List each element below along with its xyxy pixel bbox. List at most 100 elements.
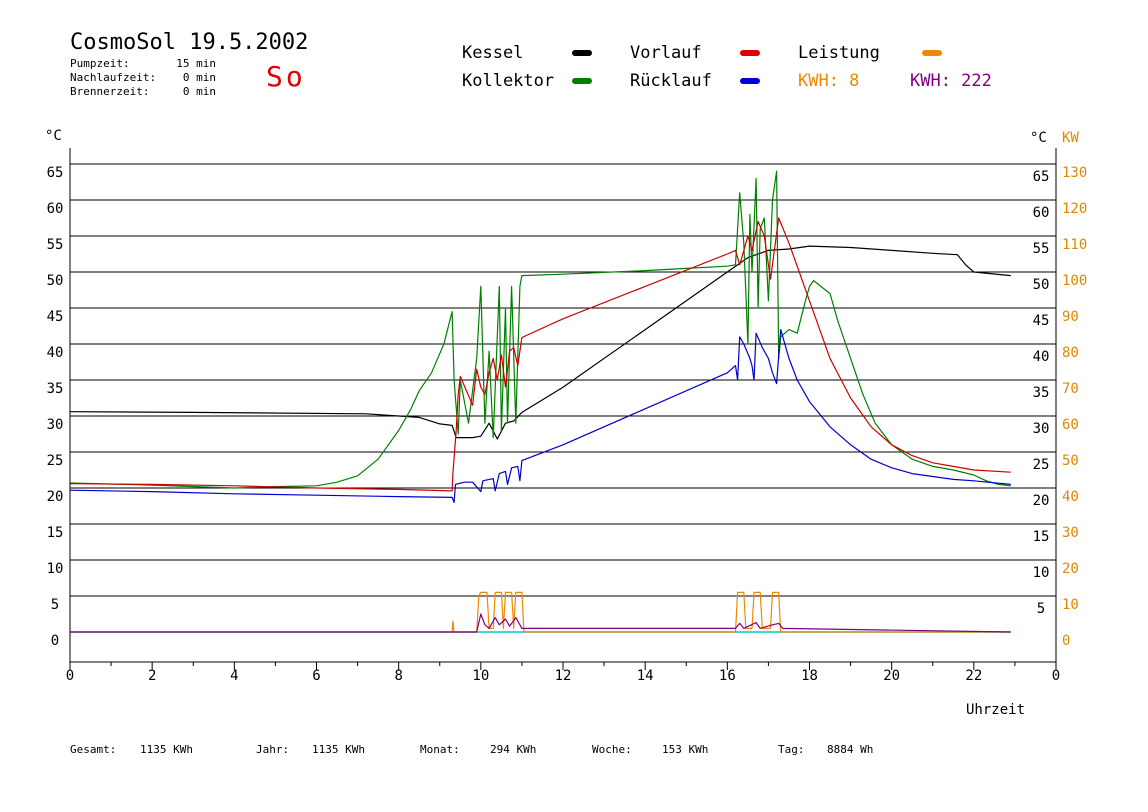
y-tick-label-right-power: 0	[1062, 633, 1070, 649]
legend-kwh-2: KWH: 222	[910, 71, 992, 91]
legend-leistung: Leistung	[798, 43, 880, 63]
burner-time: Brennerzeit: 0 min	[70, 85, 220, 98]
legend-ruecklauf: Rücklauf	[630, 71, 712, 91]
y-tick-label-right-temp: 15	[1033, 529, 1050, 545]
y-tick-label-right-power: 30	[1062, 525, 1079, 541]
series-line-kollektor	[69, 170, 1011, 489]
y-tick-label-right-temp: 30	[1033, 421, 1050, 437]
x-tick-label: 6	[312, 668, 320, 684]
x-tick-label: 0	[1052, 668, 1060, 684]
y-axis-label-right-power: KW	[1062, 130, 1079, 146]
pump-time: Pumpzeit: 15 min	[70, 57, 220, 70]
y-tick-label-right-temp: 40	[1033, 349, 1050, 365]
y-tick-label-left: 15	[47, 525, 64, 541]
footer-month-label: Monat:	[420, 743, 460, 756]
legend-vorlauf: Vorlauf	[630, 43, 702, 63]
burner-time-label: Brennerzeit:	[70, 85, 150, 98]
footer-month-value: 294 KWh	[490, 743, 537, 756]
legend-leistung-swatch	[922, 50, 942, 56]
chart-axes: 0 2 4 6 8 10 12 14 16 18 20 22 005101520253035404550…	[47, 148, 1087, 684]
chart-series	[69, 170, 1011, 633]
footer-day-label: Tag:	[778, 743, 805, 756]
chart-grid	[70, 163, 1056, 597]
footer-year-label: Jahr:	[256, 743, 290, 756]
weekday-label: So	[266, 60, 306, 93]
y-tick-label-right-temp: 10	[1033, 565, 1050, 581]
burner-time-value: 0 min	[182, 85, 216, 98]
y-tick-label-left: 45	[47, 309, 64, 325]
footer-week-label: Woche:	[592, 743, 632, 756]
y-tick-label-right-temp: 35	[1033, 385, 1050, 401]
y-axis-label-right-temp: °C	[1030, 130, 1047, 146]
series-line-kessel	[69, 245, 1011, 440]
after-run-time-label: Nachlaufzeit:	[70, 71, 157, 84]
y-tick-label-right-temp: 45	[1033, 313, 1050, 329]
y-axis-label-left: °C	[45, 128, 62, 144]
y-tick-label-left: 5	[51, 597, 59, 613]
y-tick-label-right-temp: 25	[1033, 457, 1050, 473]
y-tick-label-right-power: 110	[1062, 237, 1087, 253]
x-tick-label: 2	[148, 668, 156, 684]
y-tick-label-right-power: 80	[1062, 345, 1079, 361]
x-tick-label: 8	[394, 668, 402, 684]
chart-title: CosmoSol 19.5.2002	[70, 30, 309, 55]
pump-time-value: 15 min	[176, 57, 216, 70]
legend-kollektor: Kollektor	[462, 71, 555, 91]
legend-kwh-1: KWH: 8	[798, 71, 860, 91]
after-run-time: Nachlaufzeit: 0 min	[70, 71, 220, 84]
y-tick-label-left: 35	[47, 381, 64, 397]
y-tick-label-left: 60	[47, 201, 64, 217]
y-tick-label-left: 25	[47, 453, 64, 469]
y-tick-label-left: 30	[47, 417, 64, 433]
after-run-time-value: 0 min	[182, 71, 216, 84]
y-tick-label-left: 65	[47, 165, 64, 181]
y-tick-label-right-power: 60	[1062, 417, 1079, 433]
x-tick-label: 18	[801, 668, 818, 684]
legend-kessel: Kessel	[462, 43, 524, 63]
y-tick-label-left: 55	[47, 237, 64, 253]
x-tick-label: 10	[472, 668, 489, 684]
y-tick-label-left: 40	[47, 345, 64, 361]
y-tick-label-right-power: 130	[1062, 165, 1087, 181]
y-tick-label-left: 10	[47, 561, 64, 577]
footer-week-value: 153 KWh	[662, 743, 709, 756]
y-tick-label-right-temp: 65	[1033, 169, 1050, 185]
y-tick-label-right-temp: 55	[1033, 241, 1050, 257]
y-tick-label-right-temp: 50	[1033, 277, 1050, 293]
legend-ruecklauf-swatch	[740, 78, 760, 84]
y-tick-label-right-power: 100	[1062, 273, 1087, 289]
y-tick-label-right-power: 20	[1062, 561, 1079, 577]
x-tick-label: 0	[66, 668, 74, 684]
x-tick-label: 16	[719, 668, 736, 684]
footer-day-value: 8884 Wh	[827, 743, 874, 756]
series-line-kwh	[70, 613, 1011, 633]
footer-total-label: Gesamt:	[70, 743, 117, 756]
y-tick-label-right-temp: 20	[1033, 493, 1050, 509]
x-tick-label: 12	[555, 668, 572, 684]
y-tick-label-left: 20	[47, 489, 64, 505]
pump-time-label: Pumpzeit:	[70, 57, 130, 70]
legend-kessel-swatch	[572, 50, 592, 56]
footer-year-value: 1135 KWh	[312, 743, 365, 756]
x-tick-label: 14	[637, 668, 654, 684]
y-tick-label-right-power: 10	[1062, 597, 1079, 613]
x-tick-label: 22	[965, 668, 982, 684]
x-tick-label: 20	[883, 668, 900, 684]
y-tick-label-right-power: 50	[1062, 453, 1079, 469]
series-line-leistung	[70, 591, 1011, 633]
x-tick-label: 4	[230, 668, 238, 684]
series-line-ruecklauf	[69, 329, 1011, 503]
y-tick-label-right-temp: 5	[1037, 601, 1045, 617]
series-line-vorlauf	[69, 217, 1011, 492]
y-tick-label-left: 0	[51, 633, 59, 649]
y-tick-label-right-power: 40	[1062, 489, 1079, 505]
y-tick-label-right-power: 70	[1062, 381, 1079, 397]
legend-vorlauf-swatch	[740, 50, 760, 56]
x-axis-label: Uhrzeit	[966, 702, 1025, 718]
y-tick-label-left: 50	[47, 273, 64, 289]
legend-kollektor-swatch	[572, 78, 592, 84]
footer-total-value: 1135 KWh	[140, 743, 193, 756]
y-tick-label-right-power: 120	[1062, 201, 1087, 217]
y-tick-label-right-temp: 60	[1033, 205, 1050, 221]
